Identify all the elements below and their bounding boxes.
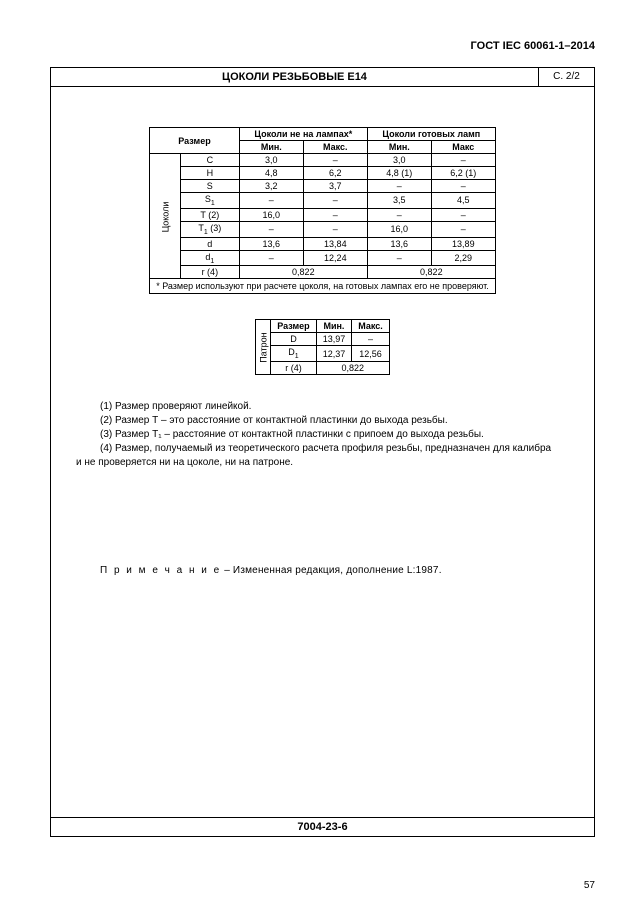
t1-cell: 0,822 xyxy=(367,266,495,279)
t1-cell: 13,89 xyxy=(431,237,495,250)
t1-cell: 6,2 (1) xyxy=(431,167,495,180)
t2-cell: r (4) xyxy=(271,362,316,375)
t1-cell: – xyxy=(367,180,431,193)
t1-cell: – xyxy=(431,154,495,167)
frame-sheet: С. 2/2 xyxy=(539,68,594,86)
t1-h-max2: Макс xyxy=(431,141,495,154)
t1-cell: 13,6 xyxy=(239,237,303,250)
remark-label: П р и м е ч а н и е xyxy=(100,565,221,576)
t1-cell: 3,0 xyxy=(367,154,431,167)
t1-h-on-lamps: Цоколи готовых ламп xyxy=(367,128,495,141)
frame-title: ЦОКОЛИ РЕЗЬБОВЫЕ Е14 xyxy=(51,68,539,86)
t1-cell: 12,24 xyxy=(303,250,367,266)
t1-cell: 3,0 xyxy=(239,154,303,167)
t1-cell: 16,0 xyxy=(367,221,431,237)
page-number: 57 xyxy=(584,880,595,891)
table-holder: Патрон Размер Мин. Макс. D 13,97 – D1 12… xyxy=(255,319,389,375)
note-4a: (4) Размер, получаемый из теоретического… xyxy=(76,442,569,456)
t2-cell: D1 xyxy=(271,346,316,362)
page: ГОСТ IEC 60061-1–2014 ЦОКОЛИ РЕЗЬБОВЫЕ Е… xyxy=(0,0,630,913)
t1-cell: 4,8 xyxy=(239,167,303,180)
t1-cell: – xyxy=(303,193,367,209)
t1-cell: H xyxy=(180,167,239,180)
t2-h-min: Мин. xyxy=(316,320,352,333)
title-row: ЦОКОЛИ РЕЗЬБОВЫЕ Е14 С. 2/2 xyxy=(51,68,594,87)
content-frame: ЦОКОЛИ РЕЗЬБОВЫЕ Е14 С. 2/2 Размер Цокол… xyxy=(50,67,595,837)
t1-cell: – xyxy=(367,208,431,221)
t1-h-min2: Мин. xyxy=(367,141,431,154)
t2-h-size: Размер xyxy=(271,320,316,333)
t1-cell: – xyxy=(431,180,495,193)
frame-footer-code: 7004-23-6 xyxy=(51,817,594,836)
t1-cell: T (2) xyxy=(180,208,239,221)
t2-cell: – xyxy=(352,333,390,346)
t1-h-not-on-lamps: Цоколи не на лампах* xyxy=(239,128,367,141)
t2-h-max: Макс. xyxy=(352,320,390,333)
t1-footnote: * Размер используют при расчете цоколя, … xyxy=(150,279,496,294)
t2-cell: 12,56 xyxy=(352,346,390,362)
notes-block: (1) Размер проверяют линейкой. (2) Разме… xyxy=(76,400,569,470)
t1-cell: S xyxy=(180,180,239,193)
t1-cell: – xyxy=(303,208,367,221)
t1-cell: – xyxy=(239,221,303,237)
t2-group: Патрон xyxy=(256,320,271,375)
t1-cell: 6,2 xyxy=(303,167,367,180)
t1-cell: 2,29 xyxy=(431,250,495,266)
t1-cell: d xyxy=(180,237,239,250)
t2-cell: 12,37 xyxy=(316,346,352,362)
t1-cell: – xyxy=(431,208,495,221)
document-id: ГОСТ IEC 60061-1–2014 xyxy=(50,40,595,52)
t2-cell: D xyxy=(271,333,316,346)
t1-cell: 0,822 xyxy=(239,266,367,279)
t1-cell: – xyxy=(367,250,431,266)
t1-cell: – xyxy=(431,221,495,237)
note-1: (1) Размер проверяют линейкой. xyxy=(76,400,569,414)
t1-h-max1: Макс. xyxy=(303,141,367,154)
t1-cell: 3,2 xyxy=(239,180,303,193)
t1-cell: r (4) xyxy=(180,266,239,279)
t1-cell: 16,0 xyxy=(239,208,303,221)
t2-cell: 0,822 xyxy=(316,362,389,375)
frame-content: Размер Цоколи не на лампах* Цоколи готов… xyxy=(51,87,594,586)
t1-h-min1: Мин. xyxy=(239,141,303,154)
t1-h-size: Размер xyxy=(150,128,240,154)
t1-cell: d1 xyxy=(180,250,239,266)
t2-cell: 13,97 xyxy=(316,333,352,346)
t1-group: Цоколи xyxy=(150,154,181,279)
table-caps: Размер Цоколи не на лампах* Цоколи готов… xyxy=(149,127,496,294)
t1-cell: – xyxy=(303,221,367,237)
note-2: (2) Размер Т – это расстояние от контакт… xyxy=(76,414,569,428)
t1-cell: 13,6 xyxy=(367,237,431,250)
remark: П р и м е ч а н и е – Измененная редакци… xyxy=(76,565,569,576)
t1-cell: 3,5 xyxy=(367,193,431,209)
t1-cell: – xyxy=(239,193,303,209)
note-3: (3) Размер Т₁ – расстояние от контактной… xyxy=(76,428,569,442)
t1-cell: 13,84 xyxy=(303,237,367,250)
t1-cell: 4,5 xyxy=(431,193,495,209)
t1-cell: – xyxy=(239,250,303,266)
t1-cell: 3,7 xyxy=(303,180,367,193)
t1-cell: – xyxy=(303,154,367,167)
t1-cell: S1 xyxy=(180,193,239,209)
t1-cell: C xyxy=(180,154,239,167)
t1-cell: T1 (3) xyxy=(180,221,239,237)
remark-text: – Измененная редакция, дополнение L:1987… xyxy=(221,565,441,576)
t1-cell: 4,8 (1) xyxy=(367,167,431,180)
note-4b: и не проверяется ни на цоколе, ни на пат… xyxy=(76,456,569,470)
